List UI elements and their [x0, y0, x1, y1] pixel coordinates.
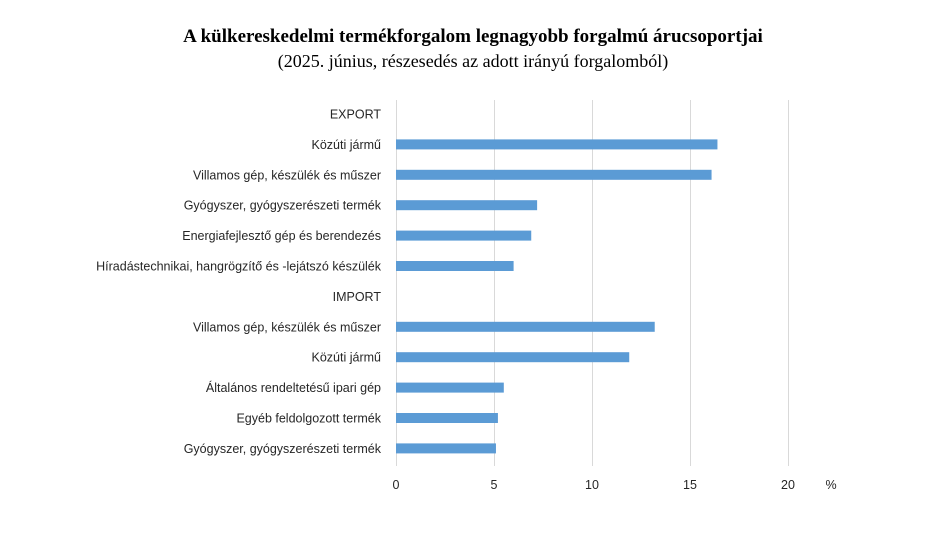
category-label: Közúti jármű [312, 351, 382, 365]
x-tick-label: 10 [585, 478, 599, 492]
bar [396, 443, 496, 454]
bar [396, 261, 514, 271]
category-label: Közúti jármű [312, 138, 382, 152]
chart-title: A külkereskedelmi termékforgalom legnagy… [183, 26, 763, 47]
group-label: IMPORT [333, 290, 382, 304]
bar [396, 200, 538, 211]
category-label: Villamos gép, készülék és műszer [193, 168, 381, 182]
category-label: Villamos gép, készülék és műszer [193, 320, 381, 334]
x-tick-label: 20 [781, 478, 795, 492]
group-label: EXPORT [330, 108, 382, 122]
x-tick-label: 5 [491, 478, 498, 492]
bar [396, 230, 532, 241]
bar [396, 321, 655, 332]
x-tick-label: 0 [393, 478, 400, 492]
bar [396, 352, 630, 363]
category-label: Egyéb feldolgozott termék [236, 412, 381, 426]
category-label: Energiafejlesztő gép és berendezés [182, 229, 381, 243]
bar [396, 382, 504, 393]
x-tick-label: 15 [683, 478, 697, 492]
bar [396, 413, 498, 423]
category-label: Híradástechnikai, hangrögzítő és -lejáts… [96, 260, 382, 274]
bar [396, 169, 712, 180]
chart-subtitle: (2025. június, részesedés az adott irány… [277, 51, 669, 71]
category-label: Általános rendeltetésű ipari gép [206, 380, 381, 395]
category-label: Gyógyszer, gyógyszerészeti termék [184, 199, 382, 213]
category-label: Gyógyszer, gyógyszerészeti termék [184, 442, 382, 456]
bar [396, 139, 718, 150]
x-unit-label: % [825, 478, 836, 492]
